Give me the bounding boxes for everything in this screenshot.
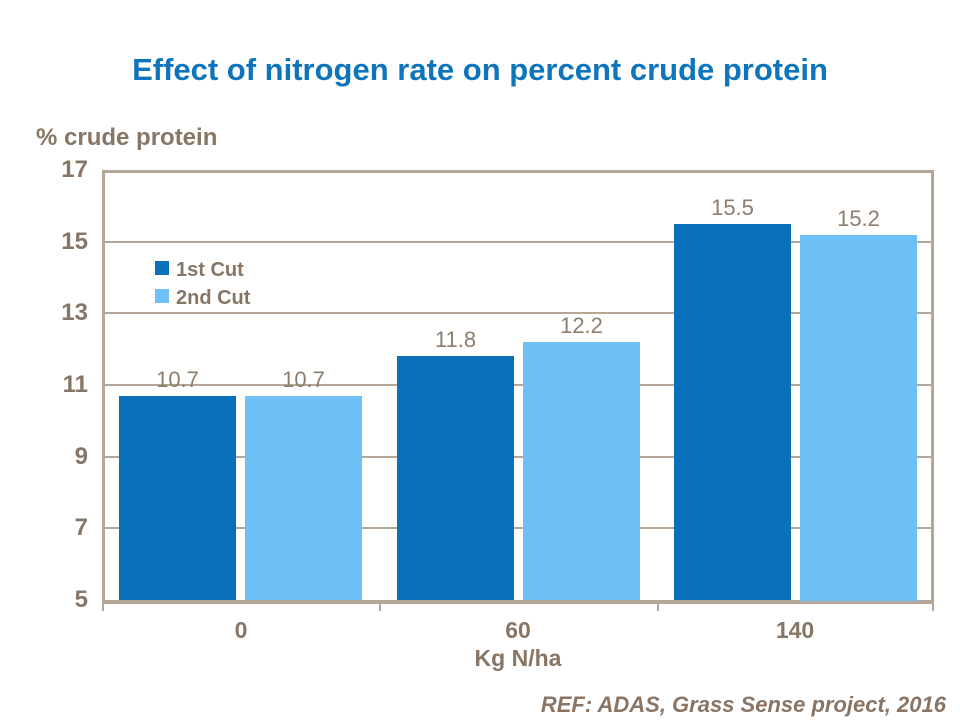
x-axis-tick bbox=[102, 604, 104, 611]
x-axis-tick bbox=[657, 604, 659, 611]
y-tick-label-9: 9 bbox=[74, 443, 88, 470]
legend-swatch-2nd-cut bbox=[155, 289, 169, 303]
x-axis-line bbox=[102, 600, 934, 604]
data-label: 10.7 bbox=[282, 367, 325, 392]
legend: 1st Cut 2nd Cut bbox=[155, 260, 250, 316]
legend-label-2nd-cut: 2nd Cut bbox=[176, 287, 251, 309]
y-tick-label-13: 13 bbox=[61, 299, 88, 326]
legend-swatch-1st-cut bbox=[155, 261, 169, 275]
data-label: 15.2 bbox=[837, 206, 880, 231]
x-axis-tick bbox=[932, 604, 934, 611]
bar-1st-cut-60 bbox=[397, 356, 514, 600]
data-label: 12.2 bbox=[560, 313, 603, 338]
bar-2nd-cut-0 bbox=[245, 396, 362, 600]
reference-text: REF: ADAS, Grass Sense project, 2016 bbox=[540, 692, 946, 717]
y-tick-label-5: 5 bbox=[74, 586, 88, 613]
bar-1st-cut-0 bbox=[119, 396, 236, 600]
gridline-15 bbox=[105, 240, 931, 243]
plot-area: 10.7 10.7 11.8 12.2 15.5 15.2 bbox=[102, 170, 934, 611]
legend-item-2nd-cut: 2nd Cut bbox=[155, 288, 250, 316]
y-tick-label-11: 11 bbox=[62, 371, 88, 398]
gridline-11 bbox=[105, 384, 931, 386]
x-tick-label-140: 140 bbox=[775, 617, 815, 643]
y-tick-label-17: 17 bbox=[61, 156, 88, 183]
legend-label-1st-cut: 1st Cut bbox=[176, 259, 244, 281]
x-axis-title: Kg N/ha bbox=[474, 645, 562, 671]
data-label: 15.5 bbox=[711, 195, 754, 220]
gridline-9 bbox=[105, 455, 931, 458]
bar-2nd-cut-140 bbox=[800, 235, 917, 601]
plot-border-top bbox=[102, 170, 934, 173]
y-tick-label-7: 7 bbox=[74, 514, 88, 541]
bar-2nd-cut-60 bbox=[523, 342, 640, 600]
legend-item-1st-cut: 1st Cut bbox=[155, 260, 250, 288]
x-axis-tick bbox=[379, 604, 381, 611]
chart-title: Effect of nitrogen rate on percent crude… bbox=[132, 52, 828, 87]
y-axis-title: % crude protein bbox=[36, 124, 218, 151]
bar-1st-cut-140 bbox=[674, 224, 791, 600]
data-label: 10.7 bbox=[156, 367, 199, 392]
y-tick-label-15: 15 bbox=[61, 228, 88, 255]
plot-border-right bbox=[931, 170, 934, 604]
x-tick-label-0: 0 bbox=[234, 617, 248, 643]
plot-border-left bbox=[102, 170, 105, 604]
gridline-13 bbox=[105, 312, 931, 315]
data-label: 11.8 bbox=[434, 327, 477, 352]
x-tick-label-60: 60 bbox=[505, 617, 531, 643]
gridline-7 bbox=[105, 527, 931, 530]
